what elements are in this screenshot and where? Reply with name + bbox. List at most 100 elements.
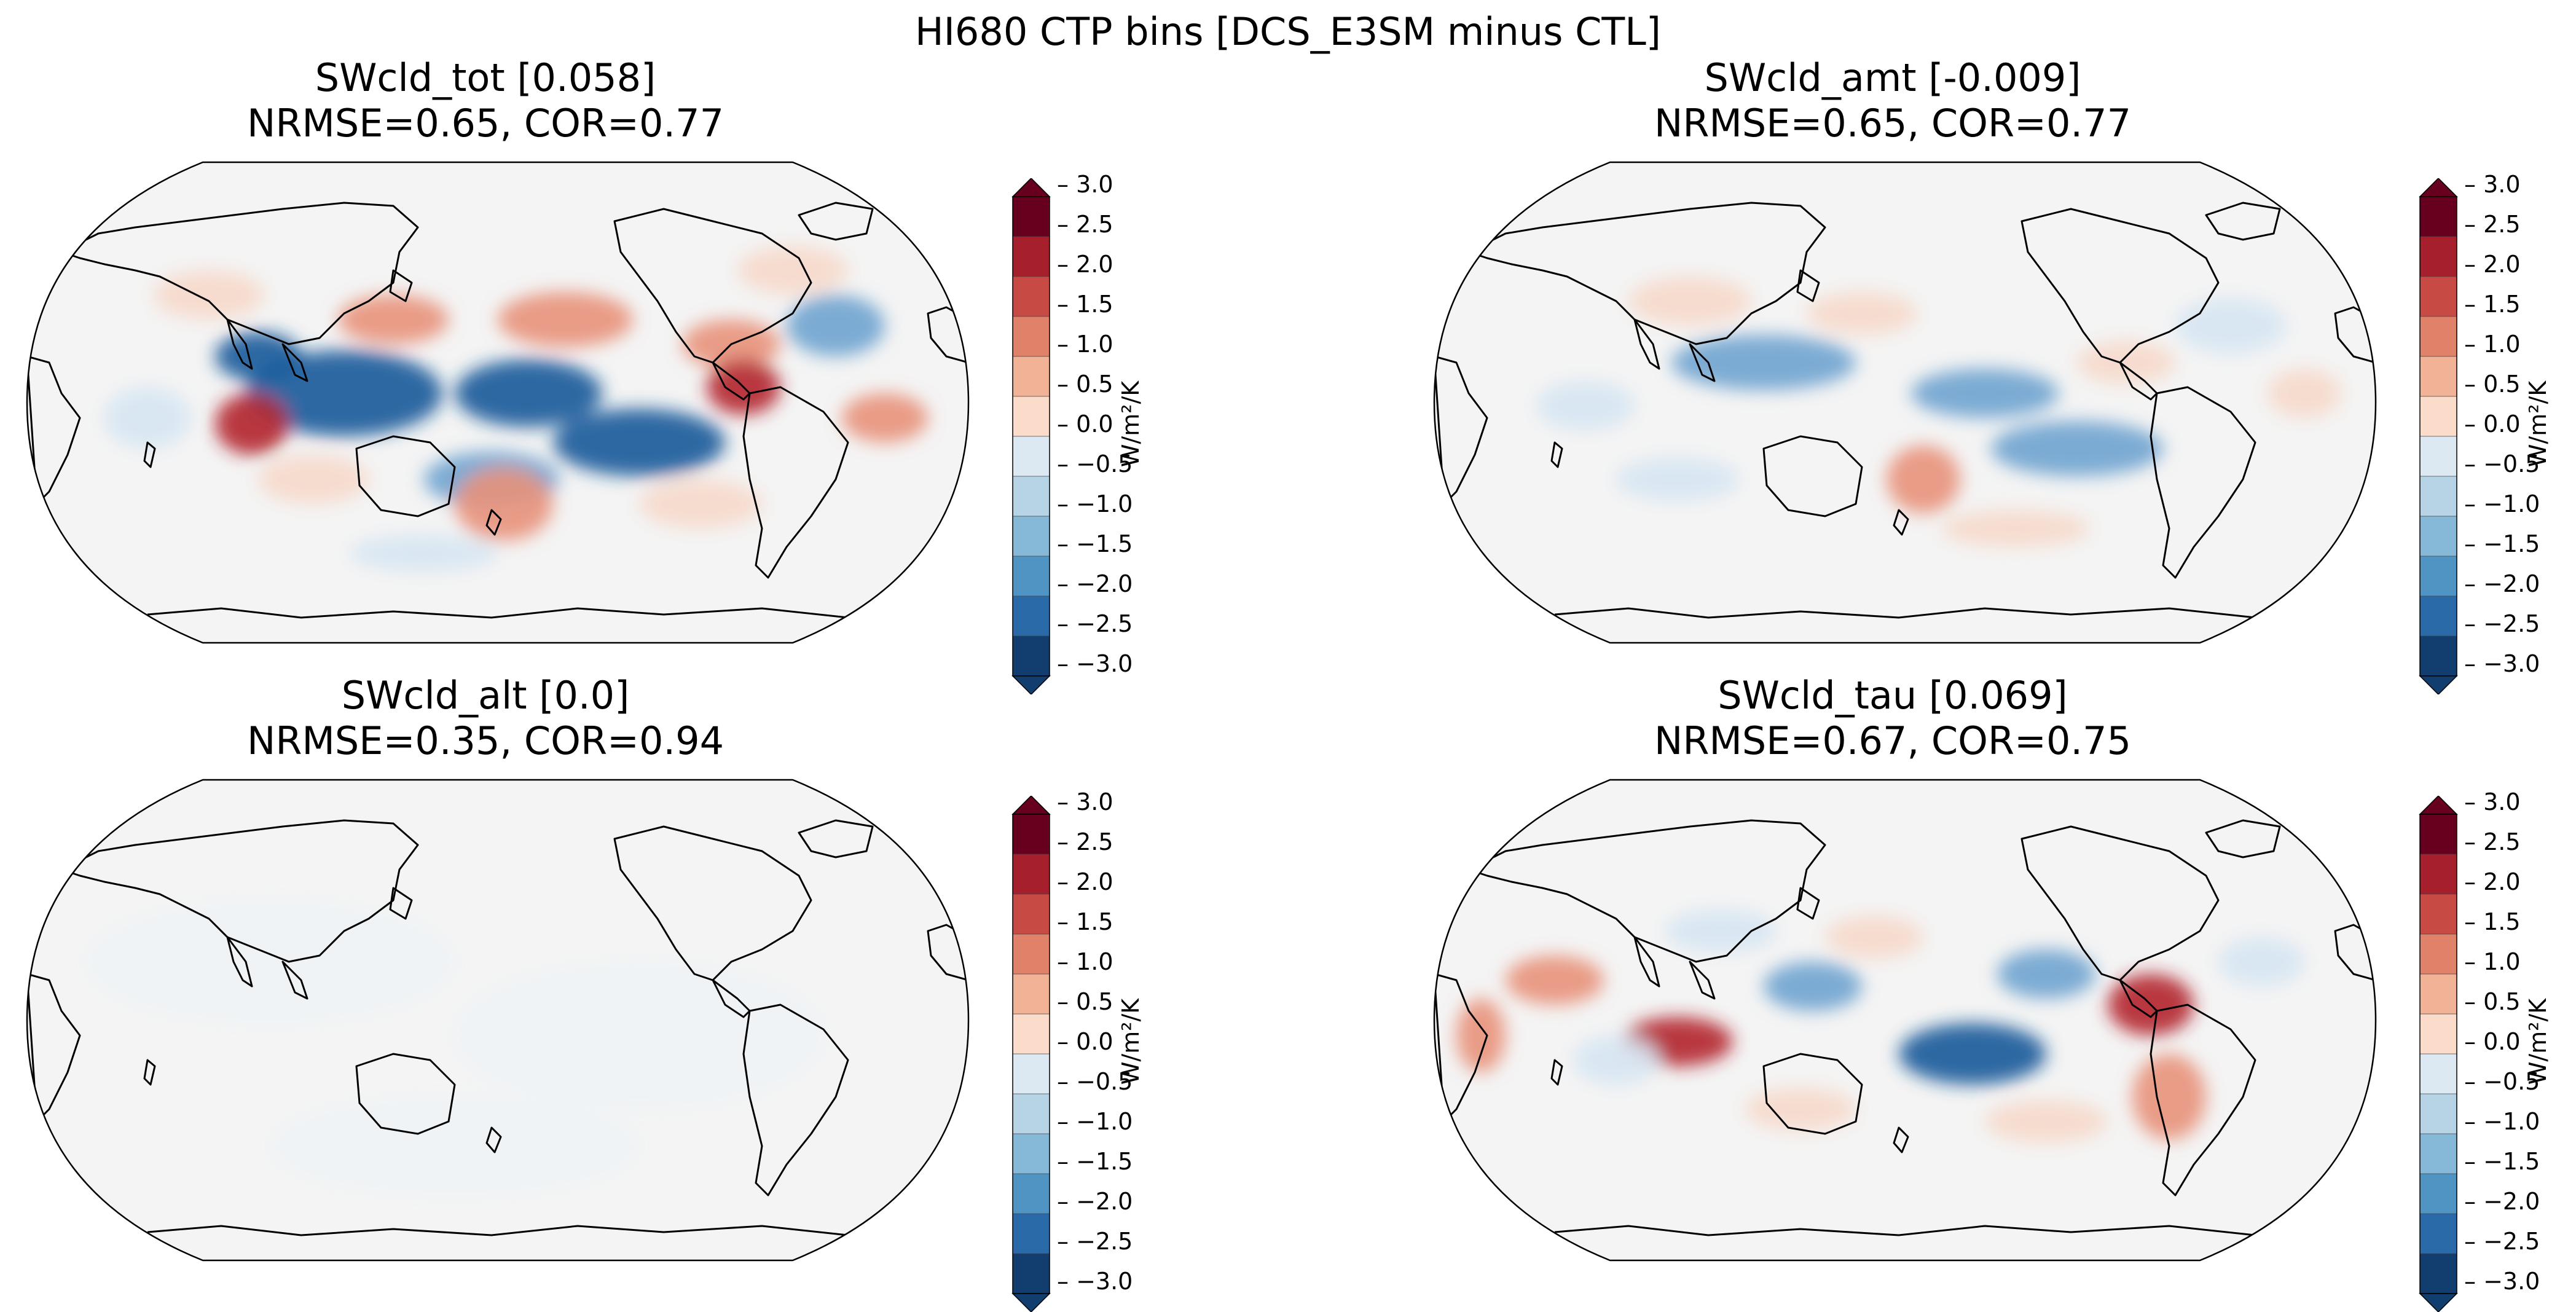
- colorbar-band: [1013, 1214, 1050, 1254]
- coastline: [1689, 960, 1716, 1000]
- colorbar-tick-label: – −1.5: [1057, 530, 1133, 557]
- panel-title: SWcld_amt [-0.009] NRMSE=0.65, COR=0.77: [1420, 55, 2366, 146]
- colorbar-band: [1013, 396, 1050, 437]
- coastline: [1550, 441, 1563, 468]
- colorbar-band: [1013, 1254, 1050, 1294]
- coastline: [281, 343, 308, 382]
- colorbar-tick-label: – −0.5: [2464, 1068, 2540, 1095]
- colorbar-tick-label: – 2.0: [2464, 868, 2521, 895]
- positive-anomaly: [258, 455, 369, 504]
- colorbar-tick-label: – −2.0: [2464, 570, 2540, 597]
- colorbar-tick-label: – 2.5: [2464, 828, 2521, 855]
- colorbar-band: [2420, 596, 2457, 637]
- negative-anomaly: [350, 535, 498, 572]
- colorbar-band: [1013, 1174, 1050, 1214]
- colorbar-tick-label: – 0.0: [2464, 1028, 2521, 1055]
- coastline: [2119, 979, 2158, 1018]
- positive-anomaly: [1745, 1088, 1856, 1131]
- coastline: [712, 979, 751, 1018]
- colorbar-tick-label: – 0.5: [1057, 371, 1113, 398]
- neutral-field: [270, 1097, 639, 1195]
- colorbar: [1011, 796, 1051, 1312]
- colorbar-tick-label: – −1.0: [2464, 490, 2540, 517]
- coastline: [1796, 269, 1820, 302]
- colorbar-tick-label: – 0.0: [1057, 410, 1113, 438]
- panel-title-name: SWcld_alt [0.0]: [341, 673, 630, 718]
- coastline: [143, 1059, 156, 1086]
- coastline: [1467, 819, 1826, 963]
- coastline: [281, 960, 308, 1000]
- positive-anomaly: [215, 393, 289, 455]
- map-boundary: [1433, 779, 2377, 1262]
- colorbar-band: [1013, 1054, 1050, 1094]
- positive-anomaly: [455, 467, 553, 541]
- coastline: [143, 441, 156, 468]
- negative-anomaly: [104, 387, 190, 449]
- coastline: [798, 202, 874, 241]
- colorbar-band: [1013, 894, 1050, 935]
- negative-anomaly: [2218, 937, 2304, 986]
- colorbar-band: [1013, 516, 1050, 557]
- panel-title: SWcld_tau [0.069] NRMSE=0.67, COR=0.75: [1420, 673, 2366, 764]
- colorbar-band: [2420, 396, 2457, 437]
- coastline: [2119, 361, 2158, 401]
- colorbar-band: [2420, 894, 2457, 935]
- colorbar-band: [2420, 436, 2457, 477]
- colorbar-ticks: – 3.0 – 2.5 – 2.0 – 1.5 – 1.0 – 0.5 – 0.0 – −0.…: [2464, 172, 2550, 676]
- map-boundary: [1433, 161, 2377, 644]
- colorbar-label-text: W/m²/K: [2524, 380, 2551, 468]
- map-background: [1434, 780, 2376, 1260]
- colorbar-tick-label: – 3.0: [2464, 788, 2521, 815]
- colorbar-band: [2420, 934, 2457, 975]
- coastline: [2334, 306, 2376, 364]
- positive-anomaly: [737, 246, 848, 295]
- map-swcld-tot: [26, 161, 970, 644]
- coastline: [1893, 1126, 1909, 1153]
- colorbar-tick-label: – −1.0: [1057, 1108, 1133, 1135]
- coastline: [798, 819, 874, 858]
- colorbar-label: W/m²/K: [2519, 919, 2556, 1165]
- colorbar-tick-label: – 0.5: [1057, 988, 1113, 1015]
- coastline: [2150, 1004, 2256, 1196]
- colorbar-tick-label: – −1.5: [1057, 1148, 1133, 1175]
- coastline: [2205, 202, 2281, 241]
- colorbar-label: W/m²/K: [1112, 919, 1149, 1165]
- colorbar-tick-label: – 0.0: [1057, 1028, 1113, 1055]
- positive-anomaly: [1456, 999, 1506, 1072]
- colorbar-extend-max: [1011, 178, 1051, 197]
- panel-title-stats: NRMSE=0.65, COR=0.77: [246, 101, 724, 146]
- coastline: [613, 208, 812, 364]
- coastline: [60, 819, 419, 963]
- colorbar-tick-label: – −0.5: [1057, 450, 1133, 477]
- colorbar-tick-label: – 1.5: [2464, 291, 2521, 318]
- coastline: [355, 1053, 456, 1135]
- colorbar-tick-label: – 2.0: [1057, 868, 1113, 895]
- negative-anomaly: [455, 359, 602, 427]
- map-swcld-tau: [1433, 779, 2377, 1262]
- map-boundary: [26, 779, 970, 1262]
- coastline: [389, 269, 413, 302]
- colorbar-band: [1013, 556, 1050, 597]
- colorbar-tick-label: – 2.0: [2464, 251, 2521, 278]
- colorbar: [1011, 178, 1051, 694]
- colorbar-tick-label: – 2.5: [1057, 211, 1113, 238]
- colorbar-band: [2420, 1134, 2457, 1174]
- colorbar-band: [2420, 277, 2457, 317]
- colorbar-tick-label: – −2.0: [1057, 1188, 1133, 1215]
- colorbar-band: [1013, 636, 1050, 677]
- negative-anomaly: [1616, 458, 1739, 501]
- colorbar-tick-label: – −2.5: [1057, 610, 1133, 637]
- negative-anomaly: [553, 409, 725, 476]
- panel-title-name: SWcld_amt [-0.009]: [1704, 55, 2081, 100]
- colorbar-tick-label: – 1.5: [1057, 291, 1113, 318]
- colorbar-tick-label: – 3.0: [1057, 171, 1113, 198]
- coastline: [1633, 936, 1660, 988]
- colorbar-band: [2420, 197, 2457, 237]
- negative-anomaly: [1997, 949, 2095, 999]
- colorbar-tick-label: – 1.5: [2464, 908, 2521, 935]
- coastline: [712, 361, 751, 401]
- colorbar-band: [2420, 476, 2457, 517]
- coastline: [1467, 202, 1826, 345]
- colorbar-extend-min: [1011, 1293, 1051, 1312]
- colorbar-band: [1013, 854, 1050, 895]
